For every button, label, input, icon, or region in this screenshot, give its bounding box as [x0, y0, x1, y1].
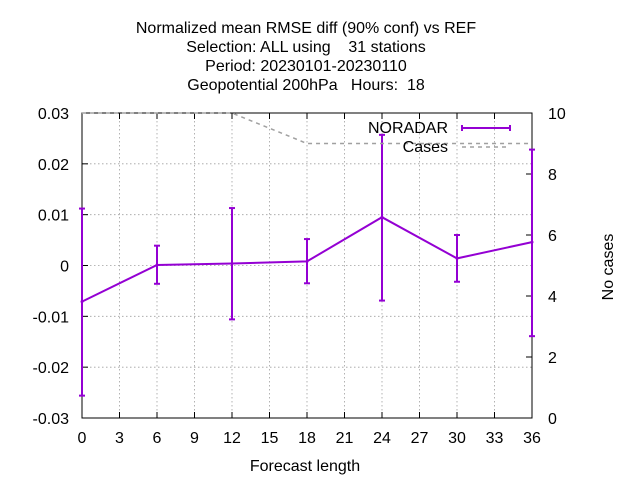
y-tick-label: 0.03 — [38, 106, 69, 123]
x-tick-label: 9 — [190, 430, 199, 447]
legend: NORADAR Cases — [368, 120, 511, 156]
legend-label-noradar: NORADAR — [368, 120, 448, 137]
x-tick-label: 18 — [298, 430, 316, 447]
y2-tick-label: 4 — [548, 289, 557, 306]
x-tick-label: 24 — [373, 430, 391, 447]
title-line-3: Period: 20230101-20230110 — [205, 58, 407, 75]
x-tick-label: 33 — [486, 430, 504, 447]
y-tick-label: 0 — [60, 259, 69, 276]
x-axis-label: Forecast length — [250, 458, 360, 475]
x-tick-label: 36 — [523, 430, 541, 447]
data-point — [380, 215, 384, 219]
y2-tick-label: 8 — [548, 167, 557, 184]
y2-tick-label: 0 — [548, 411, 557, 428]
title-line-4: Geopotential 200hPa Hours: 18 — [187, 77, 425, 94]
x-tick-label: 15 — [261, 430, 279, 447]
title-line-2: Selection: ALL using 31 stations — [186, 39, 426, 56]
y-tick-label: -0.01 — [33, 309, 70, 326]
y2-axis-label: No cases — [600, 234, 617, 301]
y-tick-label: -0.03 — [33, 411, 70, 428]
x-tick-label: 6 — [153, 430, 162, 447]
x-tick-label: 21 — [336, 430, 354, 447]
y-tick-label: 0.02 — [38, 157, 69, 174]
chart-title: Normalized mean RMSE diff (90% conf) vs … — [136, 20, 476, 94]
series-line-cases — [82, 112, 532, 145]
x-tick-label: 27 — [411, 430, 429, 447]
data-point — [530, 240, 534, 244]
data-point — [230, 261, 234, 265]
y2-tick-label: 6 — [548, 228, 557, 245]
y2-tick-label: 10 — [548, 106, 566, 123]
x-tick-label: 30 — [448, 430, 466, 447]
y-tick-label: 0.01 — [38, 208, 69, 225]
x-tick-label: 3 — [115, 430, 124, 447]
legend-label-cases: Cases — [403, 139, 448, 156]
x-tick-label: 0 — [78, 430, 87, 447]
data-point — [455, 256, 459, 260]
data-point — [80, 300, 84, 304]
x-tick-label: 12 — [223, 430, 241, 447]
data-point — [305, 259, 309, 263]
data-point — [155, 263, 159, 267]
tick-labels: 0 3 6 9 12 15 18 21 24 27 30 33 36-0.03-0.02-0.0100.… — [33, 106, 566, 447]
series-layer — [79, 112, 535, 397]
y2-tick-label: 2 — [548, 350, 557, 367]
title-line-1: Normalized mean RMSE diff (90% conf) vs … — [136, 20, 476, 37]
y-tick-label: -0.02 — [33, 360, 70, 377]
